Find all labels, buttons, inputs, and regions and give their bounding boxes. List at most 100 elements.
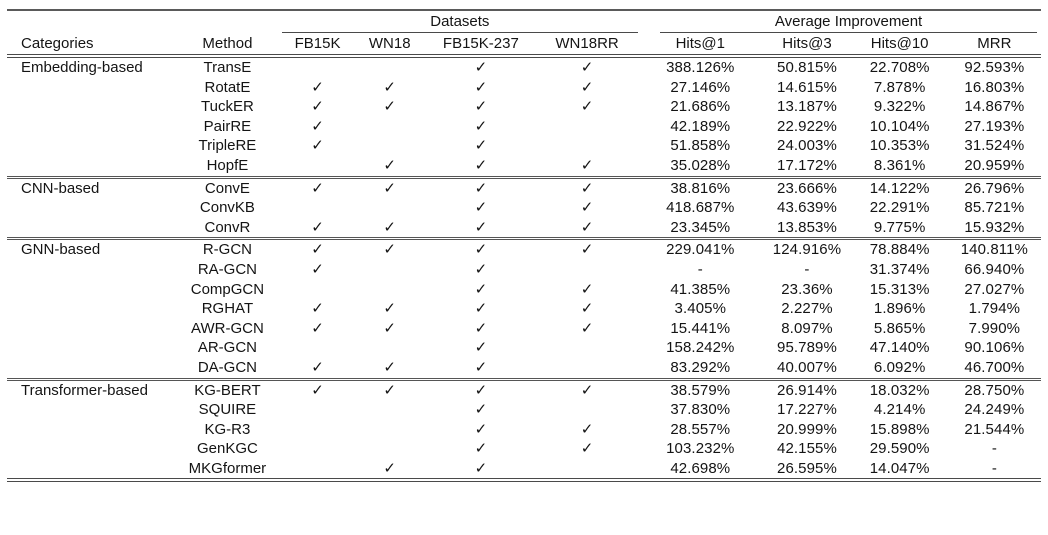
col-header-fb15k: FB15K (281, 33, 354, 58)
empty-dataset-cell (282, 439, 354, 459)
table-row: PairRE ✓ ✓ 42.189% 22.922% 10.104% 27.193% (7, 117, 1041, 137)
value-cell: 16.803% (964, 78, 1025, 96)
value-cell: 22.291% (869, 199, 930, 217)
results-table: Datasets Average Improvement Categories … (7, 9, 1041, 483)
value-cell: 22.922% (777, 117, 837, 135)
checkmark-icon: ✓ (580, 300, 594, 318)
empty-dataset-cell (354, 260, 426, 280)
value-cell: 17.172% (777, 156, 837, 174)
value-cell: 124.916% (762, 237, 852, 260)
value-cell: 418.687% (666, 199, 735, 217)
checkmark-icon: ✓ (474, 218, 488, 236)
value-cell: 31.524% (964, 137, 1025, 155)
checkmark-icon: ✓ (425, 175, 536, 199)
checkmark-icon: ✓ (580, 156, 594, 174)
checkmark-icon: ✓ (425, 377, 536, 401)
empty-dataset-cell (536, 260, 638, 280)
checkmark-icon: ✓ (281, 175, 354, 199)
category-cell (7, 218, 173, 239)
category-cell (7, 439, 173, 459)
category-cell: CNN-based (7, 175, 174, 199)
table-row: RotatE ✓ ✓ ✓ ✓ 27.146% 14.615% 7.878% 16.803% (7, 78, 1041, 98)
value-cell: 2.227% (781, 300, 833, 318)
value-cell: 10.104% (869, 117, 930, 135)
value-cell: 26.595% (777, 459, 837, 477)
empty-dataset-cell (536, 338, 638, 358)
value-cell: 41.385% (670, 280, 731, 298)
value-cell: 9.322% (873, 98, 926, 116)
method-cell: AWR-GCN (191, 319, 264, 337)
checkmark-icon: ✓ (474, 339, 488, 357)
checkmark-icon: ✓ (353, 237, 426, 260)
value-cell: 27.027% (964, 280, 1025, 298)
value-cell: 10.353% (869, 137, 930, 155)
checkmark-icon: ✓ (311, 218, 324, 236)
checkmark-icon: ✓ (580, 98, 594, 116)
empty-dataset-cell (536, 400, 638, 420)
method-cell: KG-R3 (204, 420, 251, 438)
empty-dataset-cell (354, 338, 426, 358)
checkmark-icon: ✓ (474, 59, 488, 76)
value-cell: 8.097% (781, 319, 833, 337)
category-cell (7, 280, 173, 300)
value-cell: 66.940% (964, 260, 1025, 278)
checkmark-icon: ✓ (281, 377, 354, 401)
method-cell: MKGformer (188, 459, 267, 477)
value-cell: 13.187% (777, 98, 837, 116)
value-cell: - (697, 260, 703, 278)
checkmark-icon: ✓ (383, 156, 396, 174)
section-embedding-based: Embedding-based TransE ✓ ✓ 388.126% 50.815% 22… (7, 56, 1041, 177)
value-cell: 26.914% (762, 377, 852, 401)
empty-dataset-cell (354, 198, 426, 218)
method-cell: RA-GCN (197, 260, 257, 278)
category-cell (7, 400, 173, 420)
checkmark-icon: ✓ (580, 280, 594, 298)
value-cell: 14.122% (851, 175, 948, 199)
table-row: MKGformer ✓ ✓ 42.698% 26.595% 14.047% - (7, 459, 1041, 481)
value-cell: 3.405% (674, 300, 727, 318)
empty-dataset-cell (282, 56, 354, 78)
value-cell: 158.242% (666, 339, 735, 357)
value-cell: 24.003% (777, 137, 837, 155)
value-cell: 38.579% (638, 377, 763, 401)
checkmark-icon: ✓ (474, 300, 488, 318)
empty-dataset-cell (282, 400, 354, 420)
datasets-group-header: Datasets (281, 10, 639, 33)
empty-dataset-cell (354, 117, 426, 137)
checkmark-icon: ✓ (580, 59, 594, 76)
empty-dataset-cell (354, 439, 426, 459)
value-cell: 85.721% (964, 199, 1025, 217)
category-cell (7, 78, 173, 98)
col-header-wn18: WN18 (353, 33, 426, 58)
section-transformer-based: Transformer-based KG-BERT ✓ ✓ ✓ ✓ 38.579% 26.91… (7, 377, 1041, 481)
value-cell: 17.227% (777, 401, 837, 419)
empty-dataset-cell (536, 358, 638, 379)
checkmark-icon: ✓ (474, 78, 488, 96)
value-cell: - (991, 459, 997, 477)
empty-dataset-cell (282, 156, 354, 177)
value-cell: 15.441% (670, 319, 731, 337)
table-row: AWR-GCN ✓ ✓ ✓ ✓ 15.441% 8.097% 5.865% 7.990% (7, 319, 1041, 339)
value-cell: 20.959% (964, 156, 1025, 174)
table-row: Transformer-based KG-BERT ✓ ✓ ✓ ✓ 38.579% 26.91… (7, 377, 1041, 401)
column-header-row: Categories Method FB15K WN18 FB15K-237 W… (7, 33, 1041, 58)
category-cell (7, 338, 173, 358)
checkmark-icon: ✓ (535, 237, 639, 260)
value-cell: 14.047% (869, 459, 930, 477)
method-cell: R-GCN (173, 237, 282, 260)
checkmark-icon: ✓ (580, 319, 594, 337)
value-cell: 14.615% (777, 78, 837, 96)
value-cell: 95.789% (777, 339, 837, 357)
category-cell (7, 459, 173, 481)
value-cell: 35.028% (670, 156, 731, 174)
value-cell: 1.794% (968, 300, 1021, 318)
table-row: Embedding-based TransE ✓ ✓ 388.126% 50.815% 22… (7, 56, 1041, 78)
checkmark-icon: ✓ (580, 199, 594, 217)
checkmark-icon: ✓ (474, 117, 488, 135)
value-cell: 388.126% (666, 59, 735, 76)
empty-dataset-cell (354, 280, 426, 300)
value-cell: 23.666% (762, 175, 852, 199)
col-header-method: Method (173, 33, 282, 58)
value-cell: 37.830% (670, 401, 731, 419)
avg-improvement-group-header: Average Improvement (638, 10, 1041, 33)
